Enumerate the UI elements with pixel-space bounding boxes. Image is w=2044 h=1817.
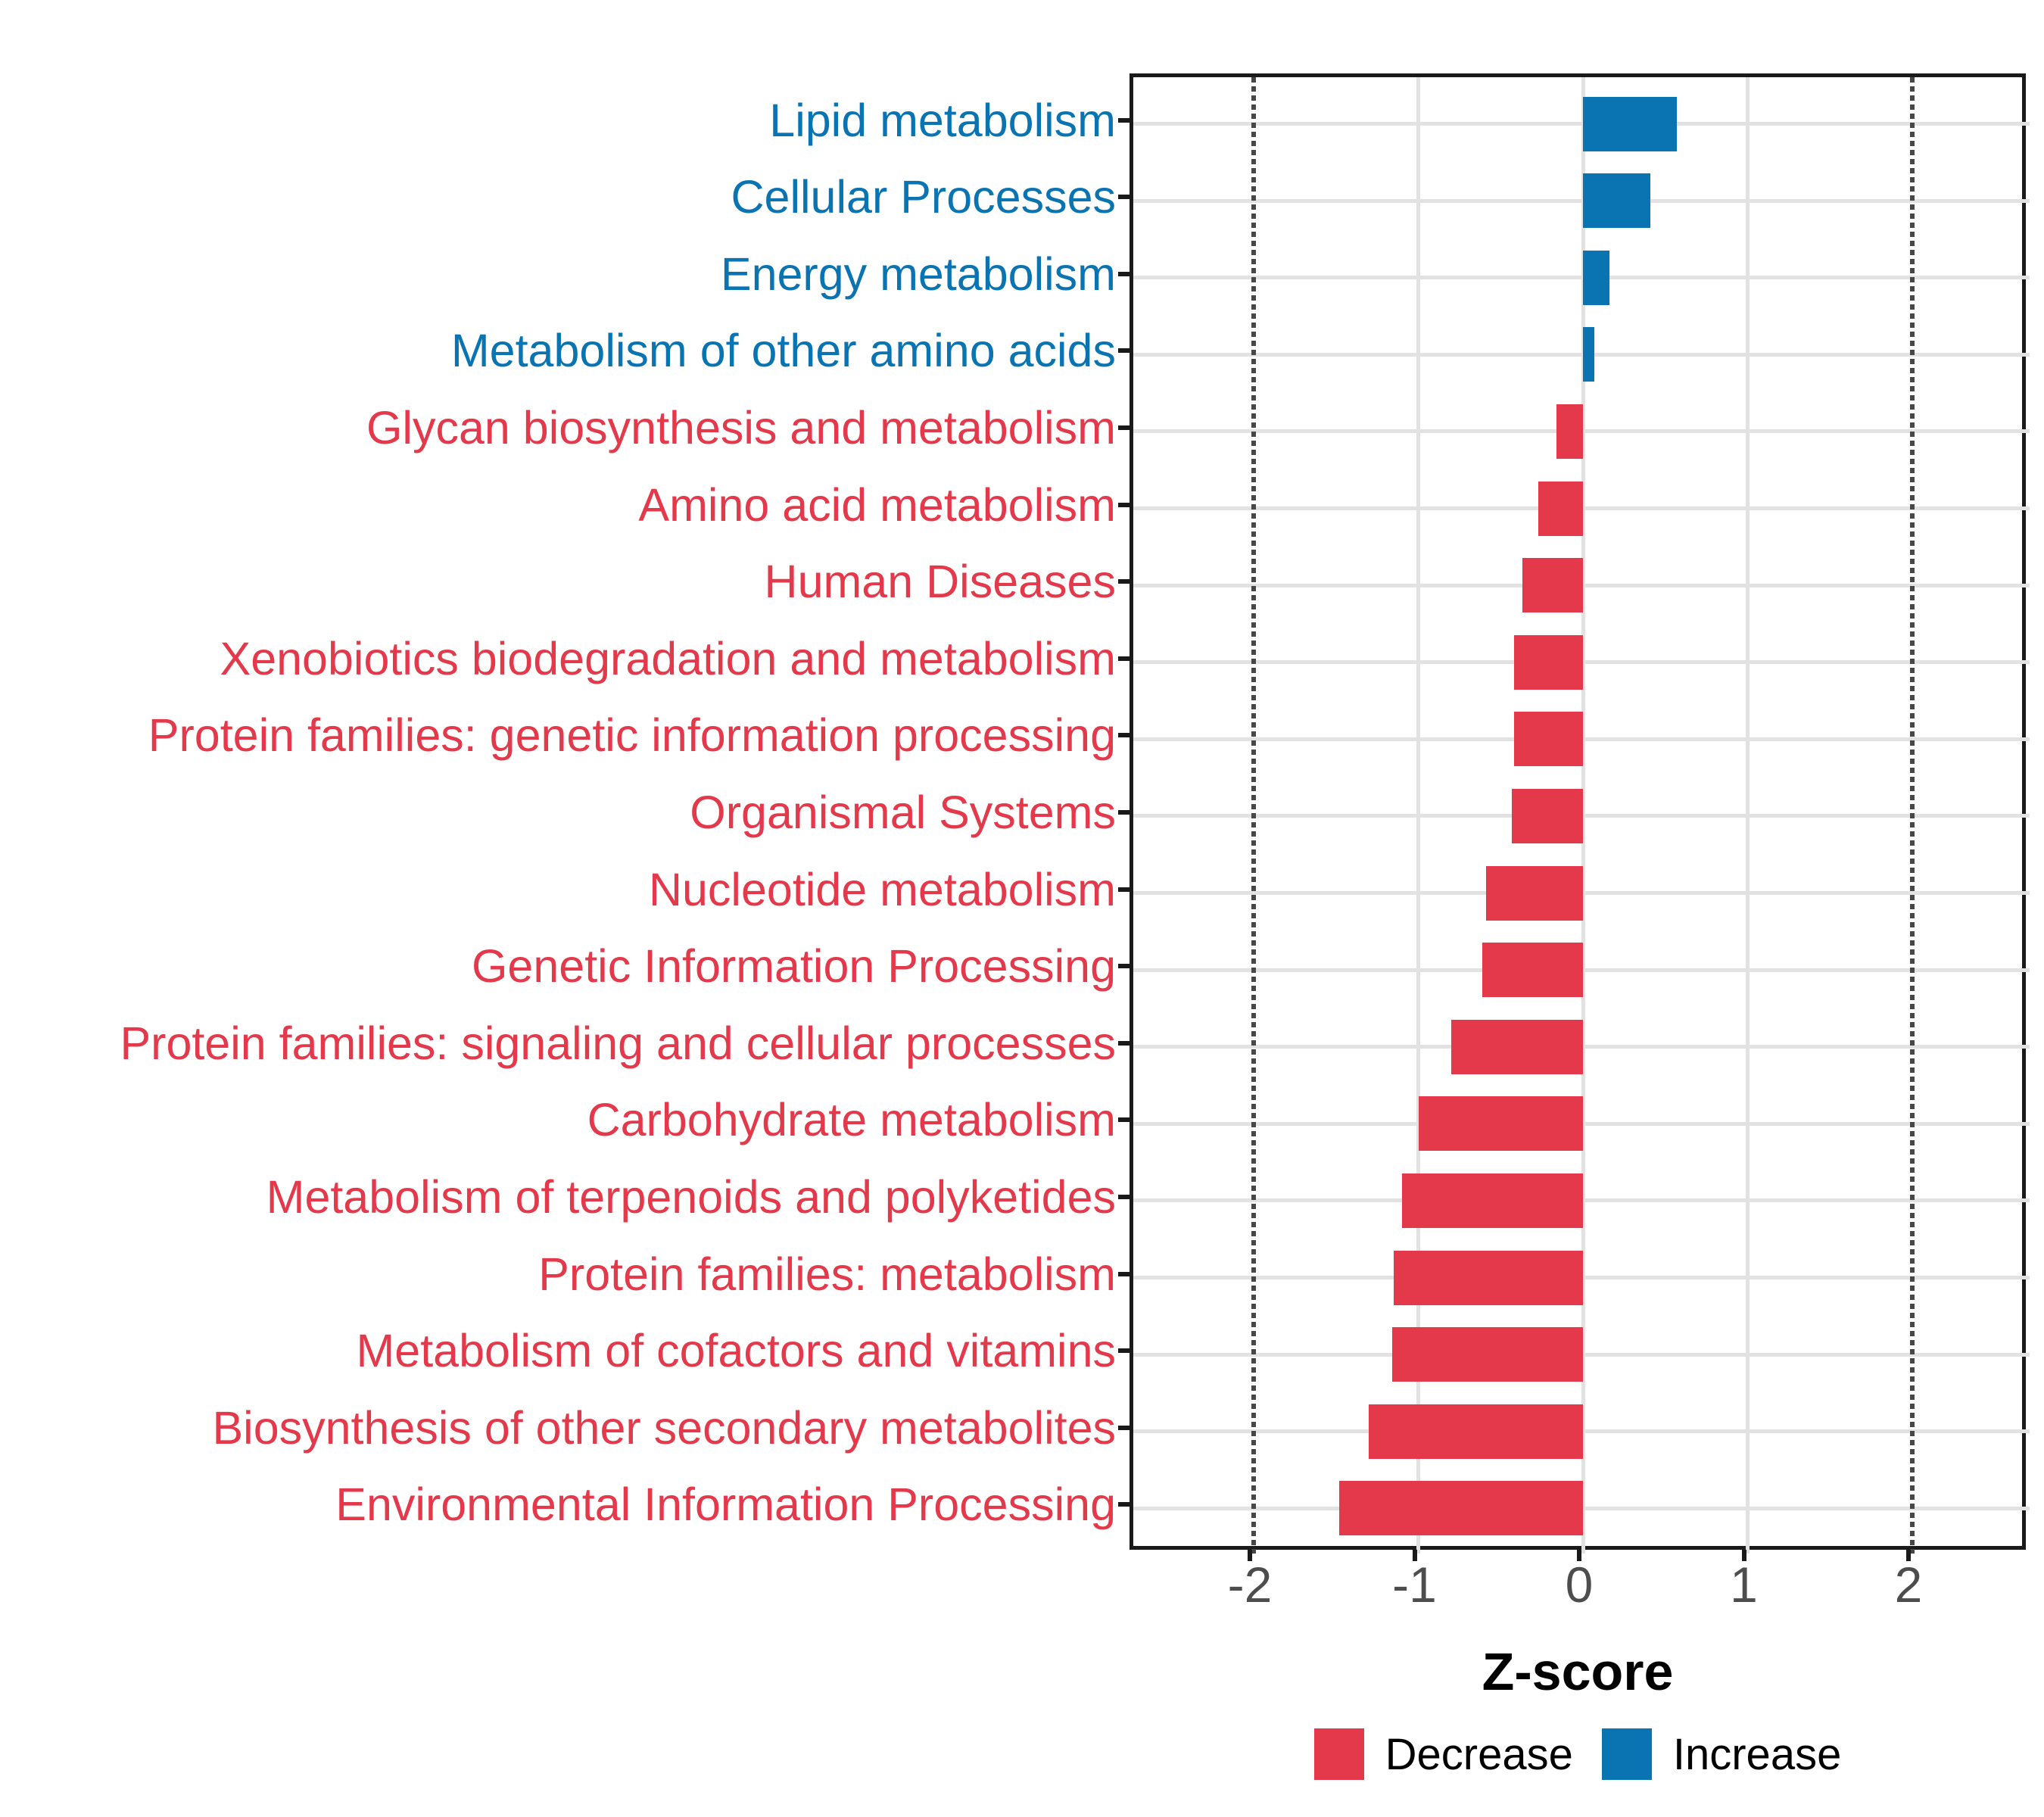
y-axis-tick-mark [1118, 425, 1129, 430]
y-axis-tick-mark [1118, 1271, 1129, 1276]
y-axis-label: Energy metabolism [720, 248, 1116, 300]
bar-increase [1583, 96, 1677, 151]
legend-item-decrease: Decrease [1313, 1728, 1573, 1780]
bar-decrease [1512, 788, 1583, 843]
x-axis-title: Z-score [1482, 1642, 1674, 1701]
reference-line-dotted [1251, 77, 1256, 1554]
bar-decrease [1482, 943, 1583, 998]
bar-decrease [1391, 1327, 1583, 1382]
y-axis-label: Glycan biosynthesis and metabolism [366, 401, 1116, 453]
gridline-vertical [1416, 77, 1420, 1554]
bar-decrease [1339, 1481, 1583, 1536]
y-axis-label: Biosynthesis of other secondary metaboli… [212, 1401, 1116, 1454]
y-axis-tick-mark [1118, 271, 1129, 276]
bar-decrease [1513, 634, 1583, 690]
legend-key-decrease-swatch [1313, 1728, 1364, 1780]
legend: Decrease Increase [1129, 1728, 2026, 1780]
bar-decrease [1418, 1096, 1583, 1152]
y-axis-label: Carbohydrate metabolism [587, 1094, 1116, 1146]
x-axis-tick-label: -2 [1227, 1557, 1273, 1613]
y-axis-label: Metabolism of other amino acids [450, 325, 1116, 377]
legend-label-increase: Increase [1672, 1729, 1842, 1779]
bar-decrease [1369, 1404, 1583, 1459]
y-axis-tick-mark [1118, 502, 1129, 507]
gridline-vertical [1581, 77, 1585, 1554]
x-axis-tick-mark [1412, 1550, 1417, 1561]
bar-decrease [1393, 1250, 1583, 1305]
y-axis-tick-mark [1118, 579, 1129, 584]
y-axis-label: Metabolism of terpenoids and polyketides [266, 1170, 1116, 1223]
x-axis-tick-label: 1 [1730, 1557, 1758, 1613]
bar-decrease [1556, 404, 1583, 459]
y-axis-tick-mark [1118, 964, 1129, 969]
legend-key-increase-swatch [1601, 1728, 1652, 1780]
bar-decrease [1451, 1019, 1583, 1074]
x-axis-tick-label: 0 [1565, 1557, 1594, 1613]
y-axis-tick-mark [1118, 117, 1129, 123]
x-axis-tick-label: 2 [1894, 1557, 1923, 1613]
x-axis-tick-mark [1577, 1550, 1581, 1561]
y-axis-label: Genetic Information Processing [471, 940, 1116, 993]
y-axis-tick-mark [1118, 656, 1129, 661]
y-axis-tick-mark [1118, 1040, 1129, 1046]
y-axis-tick-mark [1118, 195, 1129, 200]
bar-decrease [1538, 481, 1583, 536]
bar-decrease [1401, 1173, 1583, 1228]
y-axis-tick-mark [1118, 1425, 1129, 1430]
reference-line-dotted [1910, 77, 1915, 1554]
bar-decrease [1485, 865, 1583, 921]
y-axis-tick-mark [1118, 1117, 1129, 1123]
y-axis-tick-mark [1118, 733, 1129, 738]
y-axis-label: Environmental Information Processing [335, 1479, 1116, 1531]
legend-label-decrease: Decrease [1385, 1729, 1573, 1779]
bar-increase [1583, 250, 1609, 305]
bar-increase [1583, 327, 1595, 382]
plot-panel [1129, 73, 2030, 1554]
x-axis-tick-mark [1741, 1550, 1746, 1561]
y-axis-label: Xenobiotics biodegradation and metabolis… [220, 632, 1116, 684]
y-axis-tick-mark [1118, 1194, 1129, 1199]
x-axis-tick-mark [1906, 1550, 1911, 1561]
y-axis-tick-mark [1118, 348, 1129, 354]
x-axis-tick-mark [1248, 1550, 1252, 1561]
bar-increase [1583, 173, 1651, 229]
y-axis-label: Nucleotide metabolism [648, 863, 1116, 915]
y-axis-label: Protein families: signaling and cellular… [120, 1017, 1116, 1069]
y-axis-label: Human Diseases [764, 556, 1116, 608]
y-axis-tick-mark [1118, 1348, 1129, 1354]
bar-decrease [1513, 712, 1583, 767]
bar-decrease [1522, 558, 1583, 613]
y-axis-label: Protein families: metabolism [538, 1248, 1116, 1300]
y-axis-label: Cellular Processes [731, 171, 1116, 223]
y-axis-tick-mark [1118, 1502, 1129, 1507]
y-axis-label: Protein families: genetic information pr… [148, 709, 1116, 762]
legend-item-increase: Increase [1601, 1728, 1842, 1780]
y-axis-label: Organismal Systems [690, 786, 1116, 838]
y-axis-label: Lipid metabolism [769, 94, 1116, 146]
y-axis-tick-mark [1118, 809, 1129, 815]
y-axis-label: Amino acid metabolism [638, 478, 1116, 531]
x-axis-tick-label: -1 [1392, 1557, 1437, 1613]
y-axis-tick-mark [1118, 887, 1129, 892]
gridline-vertical [1746, 77, 1750, 1554]
y-axis-label: Metabolism of cofactors and vitamins [356, 1325, 1116, 1377]
